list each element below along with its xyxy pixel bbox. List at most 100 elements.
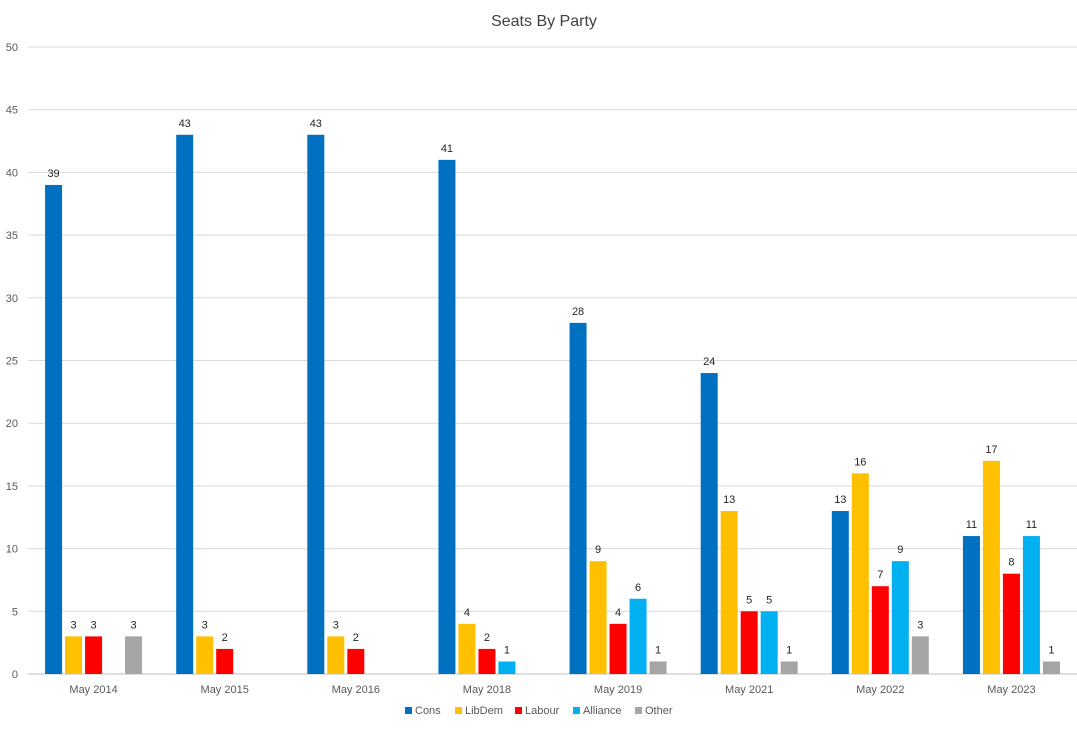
data-label: 7 <box>877 569 883 581</box>
data-label: 13 <box>834 494 846 506</box>
legend-swatch <box>515 707 522 714</box>
bar-other[interactable] <box>780 661 798 674</box>
y-tick-label: 25 <box>6 356 18 368</box>
bar-other[interactable] <box>1042 661 1060 674</box>
legend-label: Alliance <box>583 705 622 717</box>
legend-item-other[interactable]: Other <box>635 705 673 717</box>
legend-item-labour[interactable]: Labour <box>515 705 560 717</box>
x-tick-label: May 2023 <box>987 684 1035 696</box>
bar-other[interactable] <box>649 661 667 674</box>
bar-alliance[interactable] <box>1022 536 1040 674</box>
legend-swatch <box>455 707 462 714</box>
data-label: 3 <box>71 619 77 631</box>
data-label: 3 <box>333 619 339 631</box>
data-label: 24 <box>703 356 715 368</box>
y-tick-label: 0 <box>12 669 18 681</box>
data-label: 3 <box>917 619 923 631</box>
legend-label: Labour <box>525 705 560 717</box>
data-label: 1 <box>655 644 661 656</box>
bar-libdem[interactable] <box>720 510 738 674</box>
data-label: 1 <box>786 644 792 656</box>
bar-labour[interactable] <box>1002 573 1020 674</box>
legend-item-alliance[interactable]: Alliance <box>573 705 622 717</box>
data-label: 6 <box>635 582 641 594</box>
data-label: 5 <box>766 594 772 606</box>
y-axis-ticks: 0 5 10 15 20 25 30 35 40 45 50 <box>6 42 18 681</box>
y-tick-label: 5 <box>12 606 18 618</box>
bar-labour[interactable] <box>216 648 234 674</box>
bar-alliance[interactable] <box>891 561 909 674</box>
y-tick-label: 10 <box>6 544 18 556</box>
bar-cons[interactable] <box>176 134 194 674</box>
bar-labour[interactable] <box>609 623 627 674</box>
x-tick-label: May 2016 <box>332 684 380 696</box>
bar-libdem[interactable] <box>851 473 869 674</box>
data-label: 3 <box>91 619 97 631</box>
bar-libdem[interactable] <box>196 636 214 674</box>
bar-libdem[interactable] <box>589 561 607 674</box>
bar-alliance[interactable] <box>629 598 647 674</box>
bar-libdem[interactable] <box>65 636 83 674</box>
bar-cons[interactable] <box>962 536 980 674</box>
data-label: 5 <box>746 594 752 606</box>
data-label: 43 <box>310 118 322 130</box>
y-tick-label: 45 <box>6 105 18 117</box>
bar-alliance[interactable] <box>760 611 778 674</box>
bar-other[interactable] <box>125 636 143 674</box>
data-label: 8 <box>1008 557 1014 569</box>
bar-cons[interactable] <box>307 134 325 674</box>
data-label: 2 <box>353 632 359 644</box>
bar-cons[interactable] <box>700 373 718 674</box>
x-axis-ticks: May 2014 May 2015 May 2016 May 2018 May 2019… <box>69 684 1035 696</box>
y-tick-label: 40 <box>6 167 18 179</box>
data-label: 1 <box>1048 644 1054 656</box>
data-label: 11 <box>1026 519 1037 531</box>
data-label: 11 <box>966 519 977 531</box>
bar-labour[interactable] <box>85 636 103 674</box>
bar-cons[interactable] <box>438 159 456 675</box>
bar-cons[interactable] <box>45 184 63 674</box>
data-label: 2 <box>222 632 228 644</box>
data-label: 17 <box>985 444 997 456</box>
bar-alliance[interactable] <box>498 661 516 674</box>
data-label: 3 <box>202 619 208 631</box>
x-tick-label: May 2021 <box>725 684 773 696</box>
x-tick-label: May 2018 <box>463 684 511 696</box>
data-label: 2 <box>484 632 490 644</box>
legend-swatch <box>573 707 580 714</box>
data-label: 9 <box>897 544 903 556</box>
legend-item-libdem[interactable]: LibDem <box>455 705 503 717</box>
y-tick-label: 50 <box>6 42 18 54</box>
data-label: 39 <box>47 168 59 180</box>
bar-cons[interactable] <box>569 322 587 674</box>
data-label: 4 <box>615 607 621 619</box>
bar-libdem[interactable] <box>458 623 476 674</box>
y-tick-label: 30 <box>6 293 18 305</box>
x-tick-label: May 2014 <box>69 684 117 696</box>
bar-labour[interactable] <box>740 611 758 674</box>
bar-labour[interactable] <box>871 586 889 674</box>
y-tick-label: 15 <box>6 481 18 493</box>
bar-labour[interactable] <box>347 648 365 674</box>
bar-cons[interactable] <box>831 510 849 674</box>
y-tick-label: 20 <box>6 418 18 430</box>
legend-swatch <box>635 707 642 714</box>
bars <box>45 134 1060 675</box>
legend-item-cons[interactable]: Cons <box>405 705 441 717</box>
legend-label: Other <box>645 705 673 717</box>
y-tick-label: 35 <box>6 230 18 242</box>
data-label: 3 <box>131 619 137 631</box>
data-label: 9 <box>595 544 601 556</box>
bar-labour[interactable] <box>478 648 496 674</box>
bar-libdem[interactable] <box>982 460 1000 674</box>
bar-libdem[interactable] <box>327 636 345 674</box>
data-label: 43 <box>179 118 191 130</box>
x-tick-label: May 2022 <box>856 684 904 696</box>
legend-label: Cons <box>415 705 441 717</box>
data-label: 1 <box>504 644 510 656</box>
data-label: 28 <box>572 306 584 318</box>
bar-other[interactable] <box>911 636 929 674</box>
